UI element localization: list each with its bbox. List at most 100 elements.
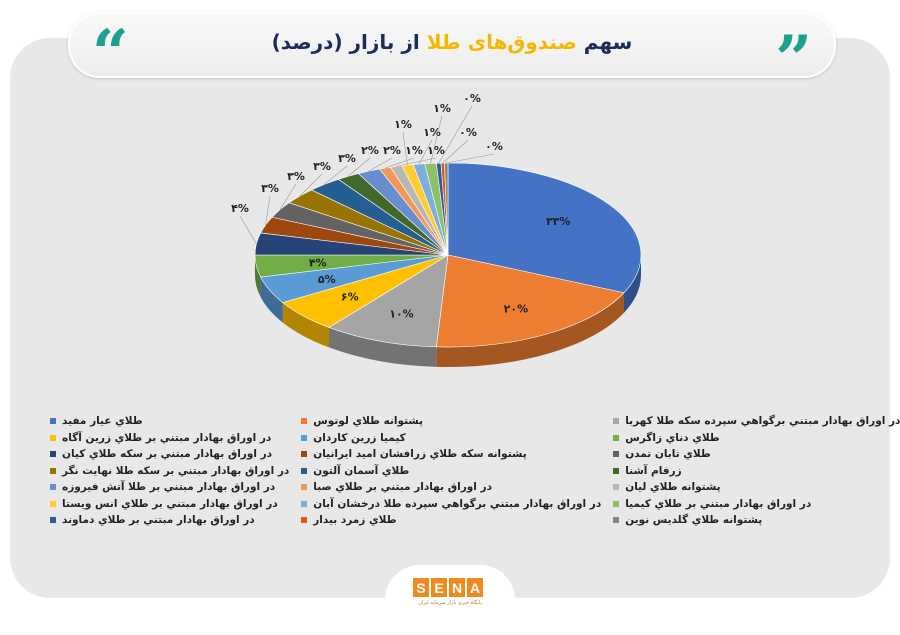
leader-line — [438, 105, 473, 164]
legend-swatch — [50, 484, 56, 491]
legend-label: در اوراق بهادار مبتني بر طلا آتش فيروزه — [62, 481, 276, 494]
data-label: ۰% — [459, 126, 477, 139]
data-label: ۲% — [361, 144, 379, 157]
legend-label: در اوراق بهادار مبتني بر سكه طلاي كيان — [62, 448, 273, 461]
logo-letter: N — [449, 578, 465, 597]
legend-swatch — [613, 418, 620, 425]
pie-slice-side — [623, 255, 641, 313]
legend-swatch — [613, 484, 620, 491]
chart-legend: طلاي عيار مفيد پشتوانه طلاي لوتوس در اوراق… — [50, 414, 900, 528]
legend-label: در اوراق بهادار مبتني بر طلاي دماوند — [62, 514, 255, 527]
pie-slice-side — [255, 255, 261, 298]
data-label: ۲۰% — [504, 303, 528, 316]
legend-swatch — [50, 500, 56, 507]
pie-slice-side — [260, 277, 283, 323]
logo-letter: S — [413, 578, 429, 597]
legend-label: طلاي زمرد بيدار — [313, 514, 397, 527]
leader-line — [324, 165, 348, 185]
title-highlight: صندوق‌های طلا — [426, 30, 577, 54]
legend-label: در اوراق بهادار مبتني بر طلاي زرين آگاه — [62, 431, 272, 444]
data-label: ۱% — [423, 126, 441, 139]
legend-swatch — [50, 467, 56, 474]
legend-item: پشتوانه طلاي لوتوس — [301, 414, 601, 429]
legend-item: در اوراق بهادار مبتني برگواهي سپرده طلا … — [301, 497, 601, 512]
title-banner: “ ” سهم صندوق‌های طلا از بازار (درصد) — [68, 12, 836, 92]
legend-swatch — [301, 467, 308, 474]
legend-swatch — [50, 418, 56, 425]
legend-swatch — [301, 484, 308, 491]
data-label: ۵% — [318, 273, 336, 286]
legend-swatch — [613, 517, 620, 524]
leader-line — [368, 157, 393, 172]
data-label: ۳% — [287, 170, 305, 183]
leader-line — [265, 195, 271, 226]
legend-swatch — [301, 500, 308, 507]
legend-item: در اوراق بهادار مبتني بر طلا آتش فيروزه — [50, 480, 289, 495]
data-label: ۰% — [463, 92, 481, 105]
legend-item: در اوراق بهادار مبتني بر سكه طلا نهايت ن… — [50, 464, 289, 479]
legend-item: در اوراق بهادار مبتني بر طلاي صبا — [301, 480, 601, 495]
legend-label: طلاي آسمان آلتون — [313, 464, 410, 477]
legend-swatch — [613, 434, 620, 441]
pie-slices — [254, 162, 642, 348]
pie-labels: ۳۳%۲۰%۱۰%۶%۵%۴%۴%۳%۳%۳%۳%۲% ۲% ۱% ۱%۱%۱%۱%۰… — [231, 92, 570, 320]
data-label: ۳% — [261, 182, 279, 195]
legend-item: طلاي آسمان آلتون — [301, 464, 601, 479]
legend-item: در اوراق بهادار مبتني بر طلاي كيميا — [613, 497, 900, 512]
legend-swatch — [50, 517, 56, 524]
legend-item: پشتوانه سكه طلاي زرافشان اميد ايرانيان — [301, 447, 601, 462]
data-label: ۳۳% — [546, 215, 570, 228]
legend-label: در اوراق بهادار مبتني بر طلاي كيميا — [625, 497, 812, 510]
data-label: ۰% — [485, 140, 503, 153]
data-label: ۲% — [383, 144, 401, 157]
leader-line — [347, 157, 371, 177]
legend-item: پشتوانه طلاي گلديس نوين — [613, 513, 900, 528]
legend-item: در اوراق بهادار مبتني بر سكه طلاي كيان — [50, 447, 289, 462]
data-label: ۴% — [309, 257, 327, 270]
legend-label: در اوراق بهادار مبتني برگواهي سپرده سكه … — [625, 415, 900, 428]
leader-line — [430, 115, 443, 164]
leader-line — [384, 157, 415, 169]
logo-subtitle: پایگاه خبری بازار سرمایه ایران — [418, 600, 482, 606]
pie-slice-side — [328, 327, 437, 367]
leader-line — [299, 173, 323, 197]
legend-item: در اوراق بهادار مبتني بر طلاي انس ويستا — [50, 497, 289, 512]
legend-label: در اوراق بهادار مبتني برگواهي سپرده طلا … — [313, 497, 602, 510]
data-label: ۱۰% — [389, 307, 413, 320]
legend-label: در اوراق بهادار مبتني بر طلاي صبا — [313, 481, 492, 494]
legend-item: كيميا زرين كاردان — [301, 431, 601, 446]
legend-label: پشتوانه طلاي گلديس نوين — [625, 514, 763, 527]
legend-item: طلاي عيار مفيد — [50, 414, 289, 429]
legend-label: پشتوانه سكه طلاي زرافشان اميد ايرانيان — [313, 448, 527, 461]
title-prefix: سهم — [583, 30, 633, 54]
data-label: ۶% — [341, 290, 359, 303]
legend-swatch — [301, 517, 308, 524]
sena-logo: S E N A — [413, 578, 483, 597]
legend-item: پشتوانه طلاي ليان — [613, 480, 900, 495]
close-quote-icon: ” — [775, 22, 812, 97]
data-label: ۳% — [313, 160, 331, 173]
data-label: ۱% — [427, 144, 445, 157]
pie-slice — [447, 162, 642, 294]
data-label: ۴% — [231, 202, 249, 215]
pie-chart: ۳۳%۲۰%۱۰%۶%۵%۴%۴%۳%۳%۳%۳%۲% ۲% ۱% ۱%۱%۱%۱%۰… — [231, 92, 642, 367]
pie-slice — [328, 254, 449, 348]
legend-swatch — [613, 467, 620, 474]
pie-slice — [436, 254, 625, 348]
leader-line — [396, 157, 437, 167]
data-label: ۳% — [338, 152, 356, 165]
legend-label: كيميا زرين كاردان — [313, 431, 406, 444]
data-label: ۱% — [405, 144, 423, 157]
legend-item: در اوراق بهادار مبتني برگواهي سپرده سكه … — [613, 414, 900, 429]
legend-item: طلاي زمرد بيدار — [301, 513, 601, 528]
legend-swatch — [50, 451, 56, 458]
leader-line — [279, 183, 297, 210]
legend-swatch — [301, 418, 308, 425]
logo-letter: E — [431, 578, 447, 597]
leader-line — [418, 139, 433, 165]
legend-swatch — [50, 434, 56, 441]
legend-label: پشتوانه طلاي لوتوس — [313, 415, 424, 428]
legend-swatch — [613, 500, 620, 507]
title-suffix: از بازار (درصد) — [271, 30, 420, 54]
legend-label: در اوراق بهادار مبتني بر طلاي انس ويستا — [62, 497, 278, 510]
